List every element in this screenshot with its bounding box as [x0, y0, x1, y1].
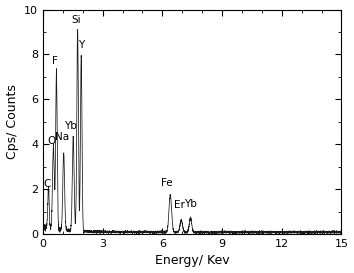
Text: Yb: Yb [64, 121, 77, 131]
X-axis label: Energy/ Kev: Energy/ Kev [155, 254, 229, 268]
Text: Fe: Fe [160, 178, 172, 188]
Text: Yb: Yb [184, 199, 197, 209]
Y-axis label: Cps/ Counts: Cps/ Counts [6, 84, 18, 159]
Text: F: F [52, 56, 58, 66]
Text: O: O [47, 136, 56, 147]
Text: Na: Na [55, 132, 69, 142]
Text: Y: Y [78, 40, 84, 50]
Text: Er: Er [175, 200, 185, 210]
Text: C: C [43, 179, 51, 189]
Text: Si: Si [72, 15, 81, 25]
